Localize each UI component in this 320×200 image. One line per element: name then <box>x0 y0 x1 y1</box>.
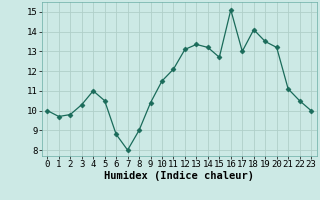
X-axis label: Humidex (Indice chaleur): Humidex (Indice chaleur) <box>104 171 254 181</box>
